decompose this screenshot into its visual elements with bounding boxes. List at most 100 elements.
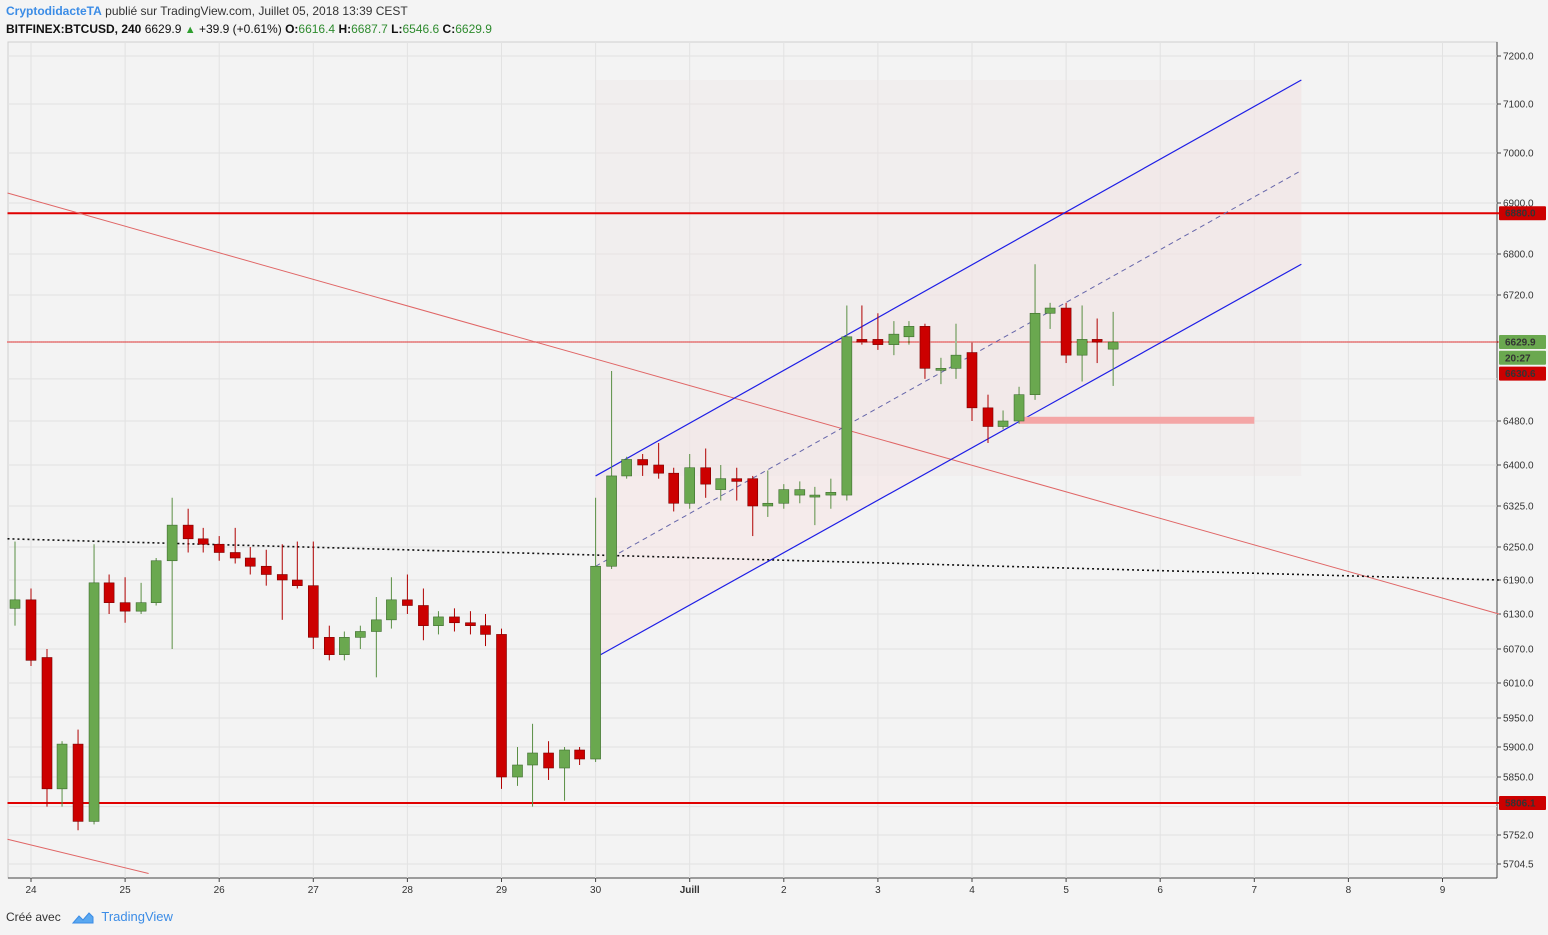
- candle-body: [9, 599, 21, 609]
- price-tick-label: 5752.0: [1503, 831, 1534, 842]
- candle-body: [465, 622, 476, 626]
- candle-body: [433, 616, 444, 626]
- candle-body: [135, 602, 147, 612]
- price-label: 5806.1: [1505, 798, 1536, 809]
- candle-body: [72, 743, 84, 822]
- candle-body: [778, 489, 790, 504]
- candle-body: [1060, 307, 1072, 356]
- time-tick-label: 30: [590, 885, 602, 896]
- high-value: 6687.7: [351, 22, 388, 36]
- candle-body: [150, 560, 162, 603]
- candle-body: [543, 752, 554, 769]
- tradingview-logo-icon: [72, 912, 94, 924]
- time-tick-label: 28: [402, 885, 414, 896]
- candle-body: [56, 743, 68, 790]
- close-value: 6629.9: [455, 22, 492, 36]
- candle-body: [1076, 339, 1088, 356]
- candle-body: [1107, 341, 1119, 350]
- candle-body: [512, 764, 523, 778]
- candle-body: [25, 599, 37, 661]
- high-label: H:: [338, 22, 352, 36]
- price-tick-label: 6720.0: [1503, 291, 1534, 302]
- candle-body: [197, 538, 209, 545]
- time-tick-label: 29: [496, 885, 508, 896]
- time-tick-label: 26: [214, 885, 226, 896]
- candle-body: [402, 599, 413, 606]
- price-tick-label: 5950.0: [1503, 714, 1534, 725]
- price-label-box: [1499, 795, 1546, 810]
- price-tick-label: 6010.0: [1503, 679, 1534, 690]
- downtrend-main-line: [7, 192, 1500, 615]
- candle-body: [1013, 394, 1025, 422]
- candle-body: [213, 543, 225, 553]
- candle-body: [794, 489, 806, 496]
- channel-fill: [595, 80, 1302, 658]
- downtrend-low-line: [7, 838, 149, 874]
- time-tick-label: 7: [1252, 885, 1258, 896]
- candle-body: [590, 565, 601, 760]
- open-value: 6616.4: [298, 22, 336, 36]
- low-value: 6546.6: [402, 22, 440, 36]
- price-label: 20:27: [1505, 353, 1531, 364]
- dotted-trend-line: [7, 538, 1499, 581]
- candle-body: [449, 616, 460, 624]
- candle-body: [244, 557, 256, 567]
- candle-body: [606, 475, 617, 567]
- price-tick-label: 5850.0: [1503, 773, 1534, 784]
- time-tick-label: 6: [1157, 885, 1163, 896]
- price-tick-label: 7000.0: [1503, 149, 1534, 160]
- candle-body: [715, 478, 727, 490]
- price-tick-label: 6070.0: [1503, 645, 1534, 656]
- channel-lower-line: [595, 263, 1302, 659]
- price-tick-label: 7200.0: [1503, 52, 1534, 63]
- candle-body: [684, 467, 696, 504]
- price-label: 6880.0: [1505, 209, 1536, 220]
- candle-body: [166, 524, 178, 562]
- candle-body: [997, 420, 1009, 427]
- price-label-box: [1499, 335, 1546, 350]
- time-tick-label: Juill: [680, 885, 700, 896]
- candle-body: [418, 605, 429, 626]
- price-label-box: [1499, 366, 1546, 381]
- price-tick-label: 5704.5: [1503, 860, 1534, 871]
- candle-body: [1044, 307, 1056, 314]
- candle-body: [292, 579, 303, 586]
- price-tick-label: 6130.0: [1503, 610, 1534, 621]
- price-tick-label: 6800.0: [1503, 250, 1534, 261]
- close-label: C:: [442, 22, 456, 36]
- candle-body: [1091, 339, 1103, 343]
- candle-body: [888, 333, 900, 345]
- candle-body: [260, 565, 272, 575]
- candle-body: [559, 749, 570, 769]
- candle-body: [919, 326, 931, 369]
- candle-body: [496, 634, 507, 778]
- candle-body: [653, 464, 664, 474]
- price-label: 6629.9: [1505, 338, 1536, 349]
- author-link[interactable]: CryptodidacteTA: [6, 4, 102, 18]
- time-tick-label: 5: [1063, 885, 1069, 896]
- tradingview-brand-link[interactable]: TradingView: [101, 909, 173, 924]
- candle-body: [371, 619, 382, 632]
- price-tick-label: 6480.0: [1503, 417, 1534, 428]
- candle-body: [88, 582, 100, 822]
- channel-upper-line: [595, 79, 1302, 477]
- price-label-box: [1499, 206, 1546, 221]
- candle-body: [480, 625, 491, 635]
- time-tick-label: 25: [120, 885, 132, 896]
- open-label: O:: [285, 22, 299, 36]
- price-label-box: [1499, 350, 1546, 365]
- time-tick-label: 8: [1346, 885, 1352, 896]
- candle-body: [574, 749, 585, 760]
- candle-body: [731, 478, 743, 482]
- time-tick-label: 4: [969, 885, 975, 896]
- created-with: Créé avec: [6, 910, 61, 924]
- candle-body: [276, 574, 288, 581]
- candle-body: [637, 459, 648, 466]
- ohlc-bar: BITFINEX:BTCUSD, 240 6629.9 ▲ +39.9 (+0.…: [6, 22, 492, 36]
- candle-body: [119, 602, 131, 612]
- symbol-label: BITFINEX:BTCUSD, 240: [6, 22, 142, 36]
- candle-body: [229, 552, 241, 559]
- candle-body: [182, 524, 194, 540]
- price-tick-label: 6325.0: [1503, 502, 1534, 513]
